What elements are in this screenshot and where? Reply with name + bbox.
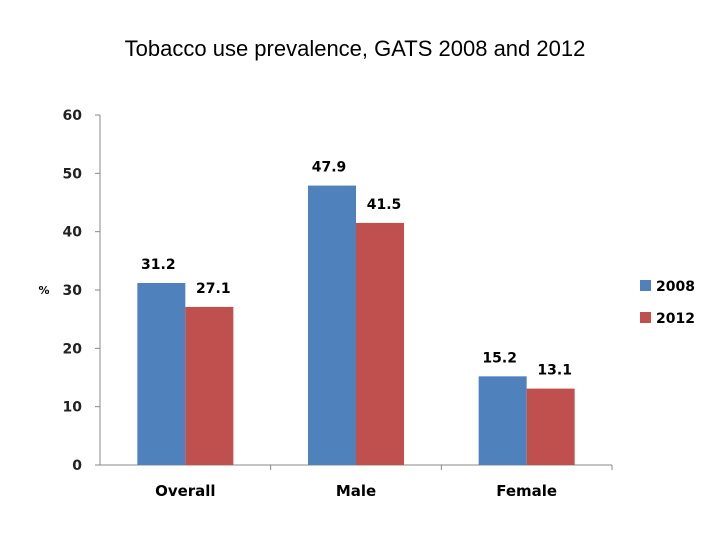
x-category-label: Male — [336, 482, 376, 500]
data-label: 47.9 — [312, 160, 347, 176]
chart-bars — [137, 185, 575, 466]
data-label: 27.1 — [196, 281, 231, 297]
chart-legend: 2008 2012 — [640, 279, 695, 327]
data-label: 15.2 — [482, 350, 517, 366]
bar-2008-female — [478, 376, 527, 465]
bar-2012-male — [356, 222, 404, 465]
y-tick-label: 0 — [72, 458, 82, 474]
x-category-label: Female — [496, 482, 557, 500]
chart-title: Tobacco use prevalence, GATS 2008 and 20… — [124, 36, 586, 61]
bar-2012-overall — [185, 306, 234, 465]
y-axis-label: % — [38, 284, 49, 297]
bar-2008-overall — [137, 283, 186, 465]
y-tick-label: 20 — [63, 341, 83, 357]
y-tick-label: 50 — [63, 166, 83, 182]
y-tick-label: 30 — [63, 283, 83, 299]
legend-swatch-2012 — [640, 312, 651, 323]
data-label: 41.5 — [367, 197, 402, 213]
legend-swatch-2008 — [640, 280, 651, 291]
bar-2012-female — [526, 388, 575, 465]
legend-label-2008: 2008 — [656, 279, 695, 295]
legend-label-2012: 2012 — [656, 311, 695, 327]
chart-labels: Overall 31.2 27.1 Male 47.9 41.5 Female 15.2 13.… — [141, 160, 572, 500]
y-tick-label: 60 — [63, 108, 83, 124]
data-label: 13.1 — [537, 363, 572, 379]
y-tick-label: 10 — [63, 400, 83, 416]
data-label: 31.2 — [141, 257, 176, 273]
bar-2008-male — [308, 185, 356, 466]
y-tick-label: 40 — [63, 225, 83, 241]
x-category-label: Overall — [155, 482, 216, 500]
